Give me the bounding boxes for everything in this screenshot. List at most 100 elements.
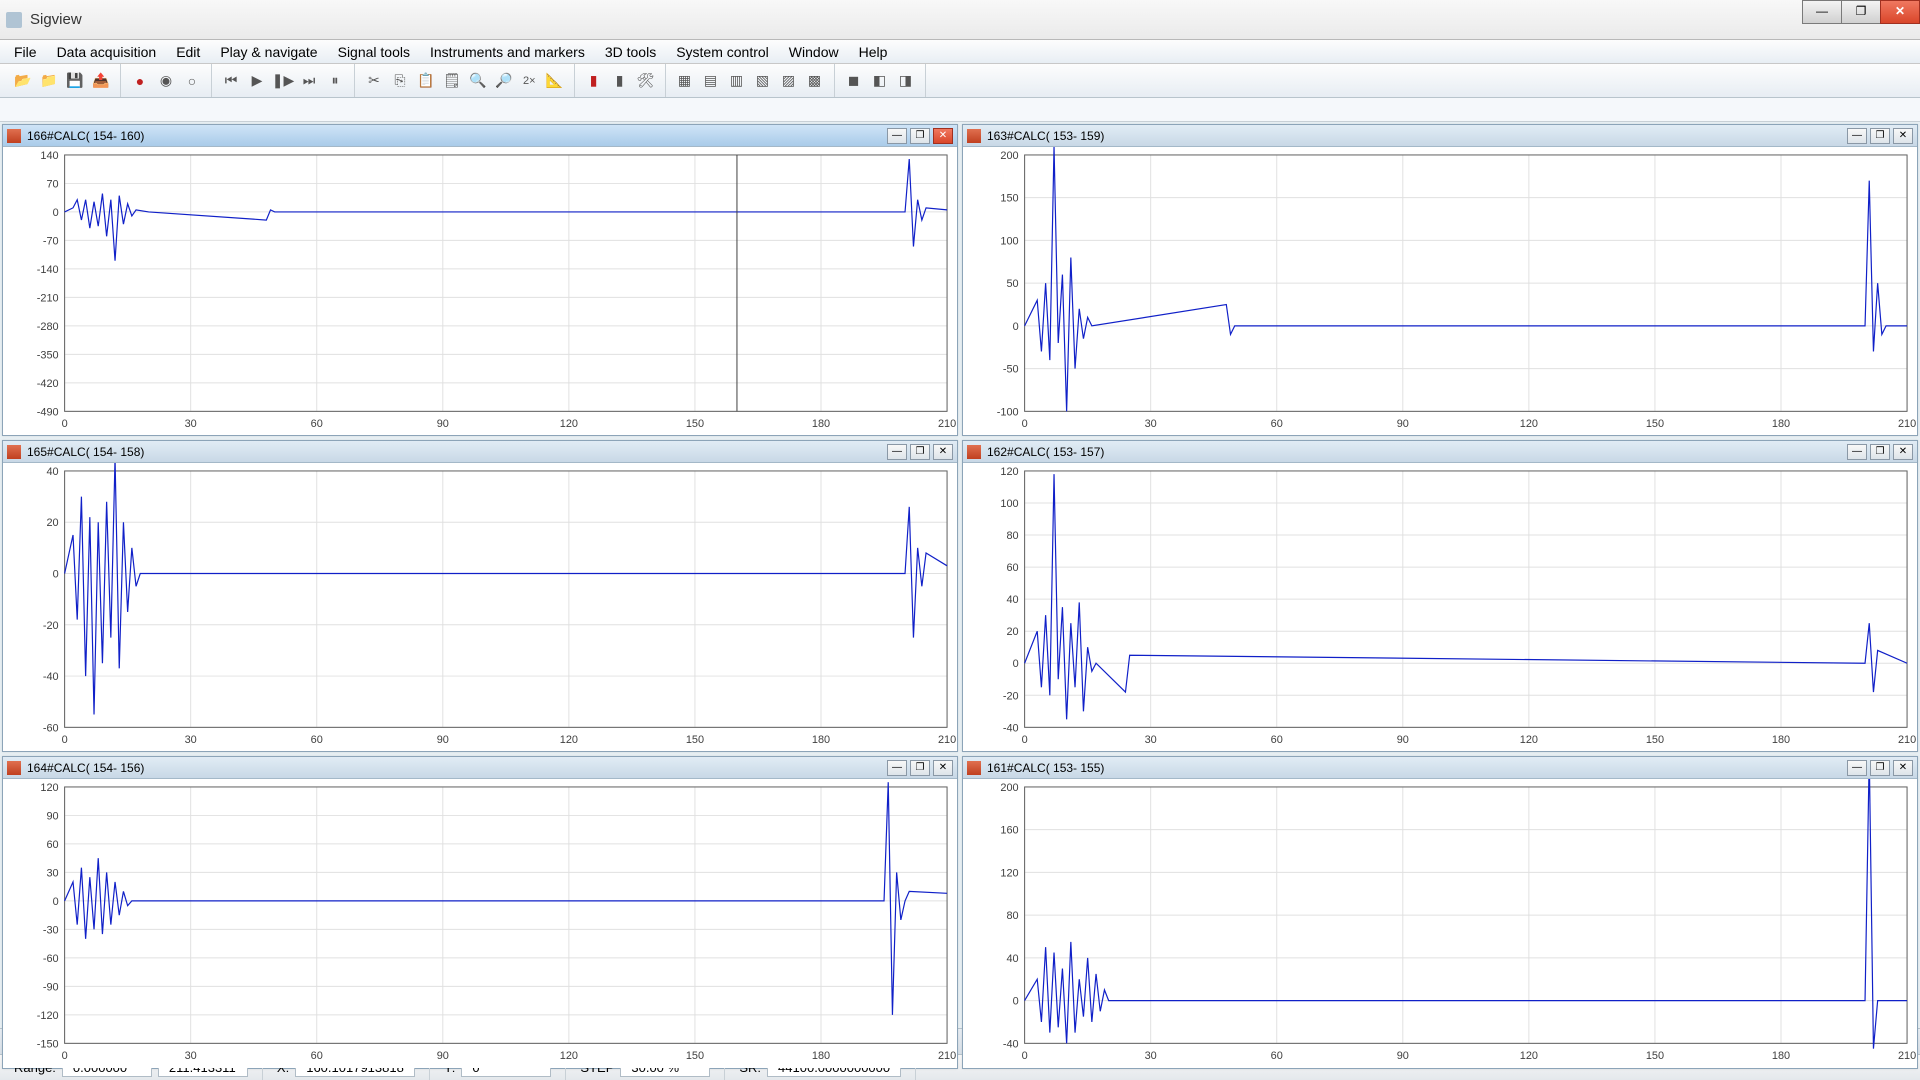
- window-maximize-button[interactable]: ❐: [1841, 0, 1881, 24]
- menu-system-control[interactable]: System control: [666, 41, 779, 63]
- rec-dot-button[interactable]: ◉: [154, 69, 178, 93]
- child-min-button[interactable]: —: [1847, 760, 1867, 776]
- open-folder-button[interactable]: 📁: [37, 69, 61, 93]
- child-min-button[interactable]: —: [887, 128, 907, 144]
- menu-file[interactable]: File: [4, 41, 47, 63]
- child-close-button[interactable]: ✕: [1893, 128, 1913, 144]
- rec-red-button[interactable]: ●: [128, 69, 152, 93]
- export-button[interactable]: 📤: [89, 69, 113, 93]
- cut-button[interactable]: ✂: [362, 69, 386, 93]
- grid5-button[interactable]: ▨: [777, 69, 801, 93]
- ruler-button[interactable]: 📐: [543, 69, 567, 93]
- grid4-button[interactable]: ▧: [751, 69, 775, 93]
- signal-plot[interactable]: 0306090120150180210-490-420-350-280-210-…: [3, 147, 957, 435]
- toolbar-spacer: [0, 98, 1920, 122]
- child-min-button[interactable]: —: [1847, 444, 1867, 460]
- child-min-button[interactable]: —: [887, 760, 907, 776]
- signal-plot[interactable]: 0306090120150180210-150-120-90-60-300306…: [3, 779, 957, 1067]
- menu-window[interactable]: Window: [779, 41, 849, 63]
- child-close-button[interactable]: ✕: [933, 760, 953, 776]
- svg-text:120: 120: [1520, 1051, 1538, 1063]
- grid2-button[interactable]: ▤: [699, 69, 723, 93]
- signal-plot[interactable]: 0306090120150180210-60-40-2002040: [3, 463, 957, 751]
- svg-text:60: 60: [1271, 418, 1283, 430]
- signal-window-c4: 164#CALC( 154- 156)—❐✕030609012015018021…: [2, 756, 958, 1068]
- signal-plot[interactable]: 0306090120150180210-40-20020406080100120: [963, 463, 1917, 751]
- menu-play-navigate[interactable]: Play & navigate: [210, 41, 327, 63]
- svg-text:100: 100: [1000, 235, 1018, 247]
- sq1-button[interactable]: ◼: [842, 69, 866, 93]
- svg-text:180: 180: [1772, 1051, 1790, 1063]
- svg-text:80: 80: [1006, 910, 1018, 922]
- marker-b-button[interactable]: ▮: [608, 69, 632, 93]
- clip-button[interactable]: 🗒: [440, 69, 464, 93]
- 2x-button[interactable]: 2×: [518, 69, 541, 93]
- app-icon: [6, 12, 22, 28]
- child-close-button[interactable]: ✕: [1893, 444, 1913, 460]
- svg-text:30: 30: [185, 1051, 197, 1063]
- svg-text:60: 60: [1271, 734, 1283, 746]
- child-titlebar[interactable]: 162#CALC( 153- 157)—❐✕: [963, 441, 1917, 463]
- open-button[interactable]: 📂: [11, 69, 35, 93]
- sq2-button[interactable]: ◧: [868, 69, 892, 93]
- menu-edit[interactable]: Edit: [166, 41, 210, 63]
- menu-data-acquisition[interactable]: Data acquisition: [47, 41, 167, 63]
- window-close-button[interactable]: ✕: [1880, 0, 1920, 24]
- zoom-out-button[interactable]: 🔎: [492, 69, 516, 93]
- child-close-button[interactable]: ✕: [1893, 760, 1913, 776]
- svg-text:0: 0: [1022, 418, 1028, 430]
- grid3-button[interactable]: ▥: [725, 69, 749, 93]
- play-button[interactable]: ▶: [245, 69, 269, 93]
- paste-button[interactable]: 📋: [414, 69, 438, 93]
- child-close-button[interactable]: ✕: [933, 444, 953, 460]
- fwd-single-button[interactable]: ❚▶: [271, 69, 295, 93]
- child-close-button[interactable]: ✕: [933, 128, 953, 144]
- svg-text:210: 210: [938, 418, 956, 430]
- menu-signal-tools[interactable]: Signal tools: [328, 41, 420, 63]
- child-max-button[interactable]: ❐: [910, 760, 930, 776]
- svg-text:-490: -490: [37, 406, 59, 418]
- window-controls: — ❐ ✕: [1803, 0, 1920, 24]
- child-max-button[interactable]: ❐: [910, 444, 930, 460]
- grid6-button[interactable]: ▩: [803, 69, 827, 93]
- child-titlebar[interactable]: 163#CALC( 153- 159)—❐✕: [963, 125, 1917, 147]
- svg-text:0: 0: [1013, 658, 1019, 670]
- save-button[interactable]: 💾: [63, 69, 87, 93]
- sq3-button[interactable]: ◨: [894, 69, 918, 93]
- child-max-button[interactable]: ❐: [1870, 444, 1890, 460]
- child-titlebar[interactable]: 166#CALC( 154- 160)—❐✕: [3, 125, 957, 147]
- child-min-button[interactable]: —: [887, 444, 907, 460]
- svg-text:120: 120: [560, 418, 578, 430]
- window-minimize-button[interactable]: —: [1802, 0, 1842, 24]
- menu-instruments-and-markers[interactable]: Instruments and markers: [420, 41, 595, 63]
- svg-text:150: 150: [1646, 734, 1664, 746]
- toolbar-group-g5: ▮▮🛠: [575, 64, 666, 97]
- child-max-button[interactable]: ❐: [910, 128, 930, 144]
- rec-grey-button[interactable]: ○: [180, 69, 204, 93]
- menu-3d-tools[interactable]: 3D tools: [595, 41, 666, 63]
- prev-button[interactable]: ⏮: [219, 69, 243, 93]
- grid1-button[interactable]: ▦: [673, 69, 697, 93]
- signal-plot[interactable]: 0306090120150180210-100-50050100150200: [963, 147, 1917, 435]
- toolbar: 📂📁💾📤●◉○⏮▶❚▶⏭⏸✂⎘📋🗒🔍🔎2×📐▮▮🛠▦▤▥▧▨▩◼◧◨: [0, 64, 1920, 98]
- next-button[interactable]: ⏭: [297, 69, 321, 93]
- svg-text:40: 40: [1006, 594, 1018, 606]
- child-titlebar[interactable]: 161#CALC( 153- 155)—❐✕: [963, 757, 1917, 779]
- signal-plot[interactable]: 0306090120150180210-4004080120160200: [963, 779, 1917, 1067]
- svg-text:-90: -90: [43, 982, 59, 994]
- marker-a-button[interactable]: ▮: [582, 69, 606, 93]
- child-max-button[interactable]: ❐: [1870, 128, 1890, 144]
- child-max-button[interactable]: ❐: [1870, 760, 1890, 776]
- signal-icon: [7, 129, 21, 143]
- svg-text:150: 150: [686, 418, 704, 430]
- svg-text:50: 50: [1006, 278, 1018, 290]
- copy-button[interactable]: ⎘: [388, 69, 412, 93]
- child-titlebar[interactable]: 164#CALC( 154- 156)—❐✕: [3, 757, 957, 779]
- signal-window-c5: 161#CALC( 153- 155)—❐✕030609012015018021…: [962, 756, 1918, 1068]
- menu-help[interactable]: Help: [849, 41, 898, 63]
- child-titlebar[interactable]: 165#CALC( 154- 158)—❐✕: [3, 441, 957, 463]
- child-min-button[interactable]: —: [1847, 128, 1867, 144]
- pause-button[interactable]: ⏸: [323, 69, 347, 93]
- tool-button[interactable]: 🛠: [634, 69, 658, 93]
- zoom-in-button[interactable]: 🔍: [466, 69, 490, 93]
